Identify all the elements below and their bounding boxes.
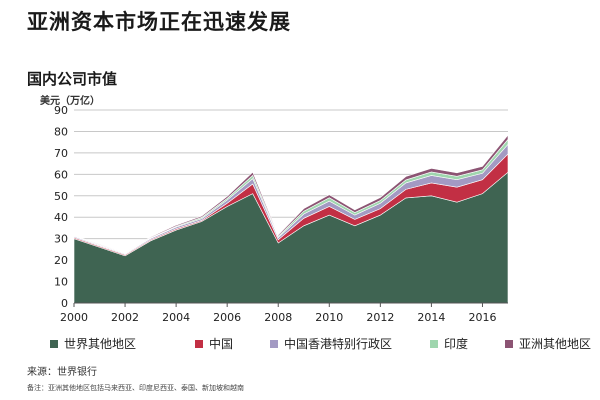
- legend-swatch: [505, 339, 513, 348]
- x-tick-label: 2012: [366, 311, 394, 324]
- legend-swatch: [430, 339, 438, 348]
- area-series-4: [73, 134, 509, 254]
- legend-label: 中国: [209, 337, 234, 351]
- legend-label: 亚洲其他地区: [519, 337, 592, 351]
- x-tick-label: 2016: [468, 311, 496, 324]
- x-tick-label: 2008: [264, 311, 292, 324]
- x-tick-label: 2006: [213, 311, 241, 324]
- x-tick-label: 2000: [60, 311, 88, 324]
- axis-layer: 0 10 20 30 40 50 60 70 80 90 2000 2002 2004 2006 2008 2…: [54, 104, 508, 324]
- y-axis-label: 美元（万亿）: [40, 96, 100, 107]
- y-tick-label: 90: [54, 104, 68, 117]
- y-tick-label: 30: [54, 233, 68, 246]
- x-tick-label: 2014: [417, 311, 445, 324]
- legend-item-2: 中国香港特别行政区: [270, 335, 392, 352]
- y-tick-label: 20: [54, 254, 68, 267]
- legend-label: 中国香港特别行政区: [284, 337, 393, 351]
- legend-swatch: [50, 339, 58, 348]
- x-tick-label: 2010: [315, 311, 343, 324]
- legend-item-3: 印度: [430, 335, 468, 352]
- y-tick-label: 0: [61, 297, 68, 310]
- legend-item-0: 世界其他地区: [50, 335, 136, 352]
- y-tick-label: 60: [54, 168, 68, 181]
- legend-label: 印度: [444, 337, 469, 351]
- legend-item-1: 中国: [195, 335, 233, 352]
- y-tick-label: 70: [54, 147, 68, 160]
- y-tick-label: 50: [54, 190, 68, 203]
- legend-label: 世界其他地区: [64, 337, 137, 351]
- legend-swatch: [270, 339, 278, 348]
- x-tick-label: 2002: [111, 311, 139, 324]
- y-tick-label: 10: [54, 276, 68, 289]
- source-text: 来源：世界银行: [27, 367, 97, 378]
- page-headline: 亚洲资本市场正在迅速发展: [27, 10, 291, 34]
- y-tick-label: 40: [54, 211, 68, 224]
- legend-swatch: [195, 339, 203, 348]
- y-tick-label: 80: [54, 125, 68, 138]
- footnote-text: 备注：亚洲其他地区包括马来西亚、印度尼西亚、泰国、新加坡和越南: [27, 384, 244, 392]
- area-layer: [73, 134, 509, 304]
- legend-item-4: 亚洲其他地区: [505, 335, 591, 352]
- chart-title: 国内公司市值: [27, 70, 118, 88]
- chart-legend: 世界其他地区 中国 中国香港特别行政区 印度 亚洲其他地区: [50, 335, 591, 353]
- x-tick-label: 2004: [162, 311, 190, 324]
